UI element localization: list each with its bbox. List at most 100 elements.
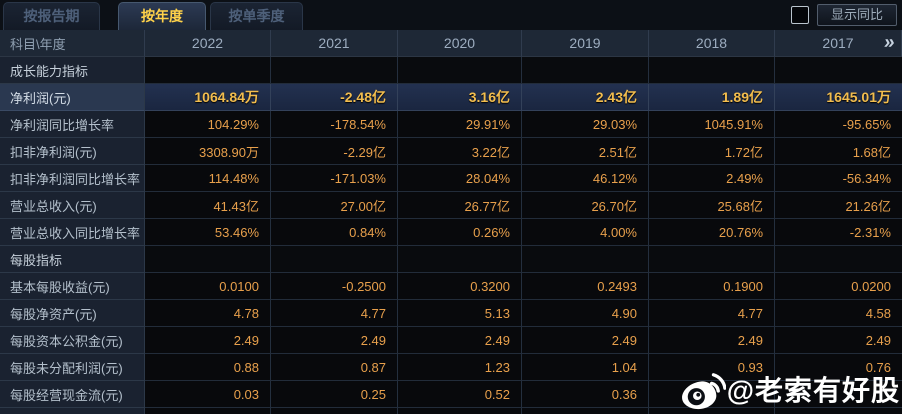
year-header: 2017 [775, 30, 902, 57]
row-value: 0.0200 [775, 273, 902, 300]
row-value: 0.0100 [145, 273, 271, 300]
row-label: 每股净资产(元) [0, 300, 145, 327]
row-value [522, 408, 649, 414]
row-value: 104.29% [145, 111, 271, 138]
row-value: 0.2493 [522, 273, 649, 300]
row-value: -178.54% [271, 111, 398, 138]
row-value: 0.03 [145, 381, 271, 408]
row-value: -2.48亿 [271, 84, 398, 111]
row-value: 3.16亿 [398, 84, 522, 111]
row-value [522, 57, 649, 84]
section-row: 每股指标 [0, 246, 902, 273]
row-value: 0.88 [145, 354, 271, 381]
row-label: 扣非净利润同比增长率 [0, 165, 145, 192]
row-value: 1045.91% [649, 111, 775, 138]
row-value [398, 408, 522, 414]
row-value [649, 57, 775, 84]
row-value: 114.48% [145, 165, 271, 192]
row-value: 2.49 [522, 327, 649, 354]
year-header: 2021 [271, 30, 398, 57]
row-label: 成长能力指标 [0, 57, 145, 84]
row-value [775, 408, 902, 414]
row-value: 21.26亿 [775, 192, 902, 219]
row-value: 2.43亿 [522, 84, 649, 111]
row-label: 每股资本公积金(元) [0, 327, 145, 354]
row-value [649, 408, 775, 414]
row-value [775, 246, 902, 273]
row-value [649, 381, 775, 408]
table-row: 扣非净利润(元) 3308.90万 -2.29亿 3.22亿 2.51亿 1.72亿 1.6… [0, 138, 902, 165]
row-value [775, 57, 902, 84]
row-value: 1.23 [398, 354, 522, 381]
row-value [271, 246, 398, 273]
row-value: -0.2500 [271, 273, 398, 300]
row-label: 基本每股收益(元) [0, 273, 145, 300]
section-row: 成长能力指标 [0, 57, 902, 84]
table-row: 每股经营现金流(元) 0.03 0.25 0.52 0.36 [0, 381, 902, 408]
table-row: 净利润(元) 1064.84万 -2.48亿 3.16亿 2.43亿 1.89亿 1645.… [0, 84, 902, 111]
row-value: 26.70亿 [522, 192, 649, 219]
row-value: 2.49% [649, 165, 775, 192]
row-value [398, 246, 522, 273]
row-value: -95.65% [775, 111, 902, 138]
table-header-row: 科目\年度 2022 2021 2020 2019 2018 2017 » [0, 30, 902, 57]
row-label: 净利润同比增长率 [0, 111, 145, 138]
row-value: 2.49 [649, 327, 775, 354]
tab-by-report-period[interactable]: 按报告期 [3, 2, 100, 30]
row-value: 4.77 [271, 300, 398, 327]
row-value: 41.43亿 [145, 192, 271, 219]
row-value: 4.58 [775, 300, 902, 327]
row-value: 4.00% [522, 219, 649, 246]
row-value: 25.68亿 [649, 192, 775, 219]
row-value: 1645.01万 [775, 84, 902, 111]
table-row: 扣非净利润同比增长率 114.48% -171.03% 28.04% 46.12% 2.4… [0, 165, 902, 192]
show-yoy-checkbox[interactable] [790, 6, 809, 24]
row-value: 1.89亿 [649, 84, 775, 111]
table-row: 营业总收入同比增长率 53.46% 0.84% 0.26% 4.00% 20.76% -2.… [0, 219, 902, 246]
row-value: 2.49 [271, 327, 398, 354]
row-value: -56.34% [775, 165, 902, 192]
row-value: 2.51亿 [522, 138, 649, 165]
row-value [271, 57, 398, 84]
row-value: -2.29亿 [271, 138, 398, 165]
table-row: 每股未分配利润(元) 0.88 0.87 1.23 1.04 0.93 0.76 [0, 354, 902, 381]
row-value: 2.49 [398, 327, 522, 354]
row-value [522, 246, 649, 273]
row-value: 3308.90万 [145, 138, 271, 165]
row-value: 0.84% [271, 219, 398, 246]
row-label: 每股经营现金流(元) [0, 381, 145, 408]
tab-by-year[interactable]: 按年度 [118, 2, 206, 30]
yoy-controls: 显示同比 [790, 4, 897, 26]
show-yoy-button[interactable]: 显示同比 [816, 4, 897, 26]
table-row: 营业总收入(元) 41.43亿 27.00亿 26.77亿 26.70亿 25.68亿 21… [0, 192, 902, 219]
clipped-row [0, 408, 902, 414]
year-header: 2020 [398, 30, 522, 57]
year-header: 2019 [522, 30, 649, 57]
row-value [145, 57, 271, 84]
row-value: 28.04% [398, 165, 522, 192]
row-value [271, 408, 398, 414]
row-value: 4.77 [649, 300, 775, 327]
tab-bar: 按报告期 按年度 按单季度 显示同比 [0, 0, 902, 30]
row-label: 营业总收入(元) [0, 192, 145, 219]
row-label: 每股指标 [0, 246, 145, 273]
row-value: 4.78 [145, 300, 271, 327]
row-value: 0.87 [271, 354, 398, 381]
table-row: 每股资本公积金(元) 2.49 2.49 2.49 2.49 2.49 2.49 [0, 327, 902, 354]
row-label: 营业总收入同比增长率 [0, 219, 145, 246]
financial-table: 科目\年度 2022 2021 2020 2019 2018 2017 » 成长… [0, 30, 902, 414]
table-row: 净利润同比增长率 104.29% -178.54% 29.91% 29.03% 1045.… [0, 111, 902, 138]
row-value [649, 246, 775, 273]
tab-by-quarter[interactable]: 按单季度 [210, 2, 303, 30]
row-value: 4.90 [522, 300, 649, 327]
row-value: 0.52 [398, 381, 522, 408]
row-value: -171.03% [271, 165, 398, 192]
row-value: 2.49 [775, 327, 902, 354]
row-label: 扣非净利润(元) [0, 138, 145, 165]
table-row: 每股净资产(元) 4.78 4.77 5.13 4.90 4.77 4.58 [0, 300, 902, 327]
row-value: 53.46% [145, 219, 271, 246]
row-value [775, 381, 902, 408]
row-value [145, 246, 271, 273]
year-header: 2018 [649, 30, 775, 57]
